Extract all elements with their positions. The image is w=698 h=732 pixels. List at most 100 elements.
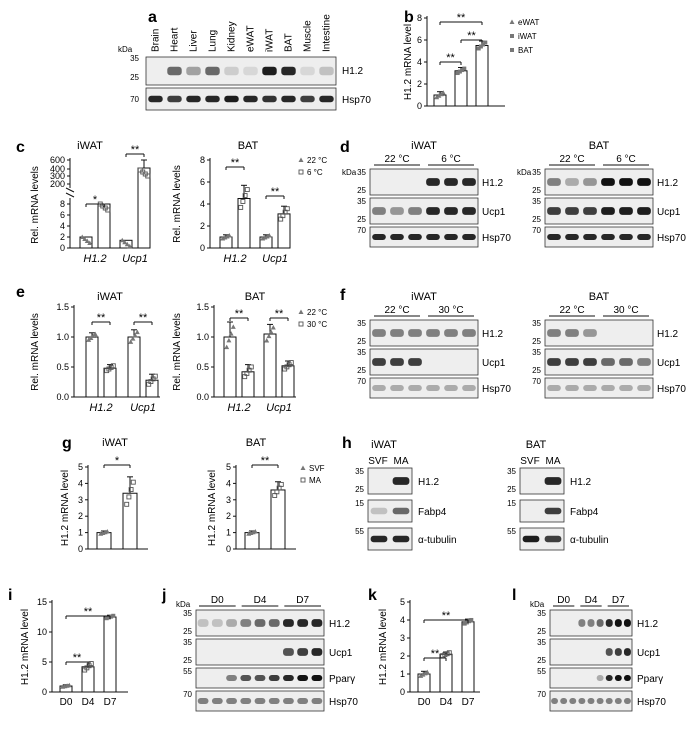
band — [565, 178, 579, 186]
y-axis-label: Rel. mRNA levels — [172, 313, 183, 391]
y-tick-label: 8 — [200, 155, 205, 165]
marker: 25 — [183, 656, 192, 665]
band — [605, 619, 613, 627]
sig-mark: ** — [139, 312, 148, 324]
data-point — [106, 615, 111, 620]
sig-mark: ** — [84, 606, 93, 618]
panel-label-g: g — [62, 435, 72, 452]
data-point — [134, 329, 140, 335]
band — [565, 358, 579, 366]
legend-marker — [509, 19, 515, 24]
data-point — [483, 40, 488, 45]
panel-label-a: a — [148, 9, 157, 26]
blot-name: H1.2 — [657, 329, 679, 340]
blot-title: iWAT — [411, 140, 437, 152]
marker: 25 — [357, 337, 366, 346]
band — [614, 698, 622, 704]
band — [197, 619, 209, 627]
band — [211, 698, 223, 704]
band — [578, 619, 586, 627]
y-axis-label: H1.2 mRNA level — [403, 24, 414, 100]
blot-name: H1.2 — [637, 619, 659, 630]
marker: 35 — [357, 348, 366, 357]
band — [283, 648, 294, 656]
band — [601, 358, 615, 366]
blot-name: Ucp1 — [329, 648, 353, 659]
blot-h-iwat-2 — [367, 527, 413, 551]
marker: 55 — [183, 667, 192, 676]
tissue-label: Intestine — [322, 14, 333, 52]
sig-mark: ** — [442, 610, 451, 622]
band — [408, 207, 422, 215]
chart-title: BAT — [238, 140, 259, 152]
y-tick-label: 0 — [78, 544, 83, 554]
band — [583, 385, 597, 391]
data-point — [424, 669, 430, 675]
marker: 25 — [355, 485, 364, 494]
band — [148, 95, 163, 103]
blot-d-iwat-1 — [369, 197, 479, 225]
marker: 25 — [357, 215, 366, 224]
data-point — [469, 617, 474, 622]
condition-label: 22 °C — [384, 154, 409, 165]
bar-3 — [145, 379, 159, 398]
category-label: D4 — [82, 697, 95, 708]
band — [426, 234, 440, 240]
band — [462, 234, 476, 240]
band — [211, 619, 223, 627]
y-tick-label: 0 — [226, 544, 231, 554]
blot-hsp70 — [145, 87, 337, 111]
band — [390, 358, 404, 366]
legend-label: 22 °C — [307, 308, 327, 317]
category-label: D4 — [440, 697, 453, 708]
blot-l-2 — [549, 667, 633, 689]
sig-mark: ** — [73, 652, 82, 664]
condition-label: 22 °C — [384, 305, 409, 316]
marker: 55 — [355, 527, 364, 536]
y-tick-label: 4 — [417, 57, 422, 67]
band — [569, 698, 577, 704]
y-tick-label: 0 — [200, 243, 205, 253]
bar-3 — [277, 213, 291, 249]
y-tick-label: 4 — [78, 478, 83, 488]
panel-label-j: j — [161, 587, 166, 604]
data-point — [119, 237, 125, 243]
y-tick-label: 4 — [226, 478, 231, 488]
blot-name: Ucp1 — [482, 207, 506, 218]
band — [544, 535, 562, 543]
tissue-label: Heart — [170, 27, 181, 52]
data-point — [284, 206, 290, 212]
band — [605, 648, 613, 656]
data-point — [109, 614, 114, 619]
band — [186, 95, 201, 103]
band — [408, 329, 422, 337]
band — [300, 95, 315, 103]
band — [243, 66, 258, 76]
legend-label: 30 °C — [307, 320, 327, 329]
marker: 35 — [357, 197, 366, 206]
blot-name: Pparγ — [637, 674, 663, 685]
band — [583, 358, 597, 366]
data-point — [152, 373, 158, 379]
data-point — [240, 199, 246, 204]
band — [283, 698, 294, 704]
day-label: D4 — [585, 595, 598, 606]
day-label: D0 — [557, 595, 570, 606]
band — [281, 95, 296, 103]
data-point — [422, 670, 428, 676]
data-point — [244, 187, 250, 193]
bar-2 — [103, 616, 117, 693]
band — [623, 619, 631, 627]
column-label: MA — [394, 456, 409, 467]
marker: 25 — [532, 337, 541, 346]
blot-name: H1.2 — [570, 477, 592, 488]
blot-name: Ucp1 — [657, 358, 681, 369]
day-label: D0 — [211, 595, 224, 606]
marker: 25 — [357, 186, 366, 195]
marker: 35 — [183, 609, 192, 618]
marker: 35 — [537, 609, 546, 618]
y-tick-label: 0 — [42, 687, 47, 697]
y-tick-label: 5 — [400, 597, 405, 607]
band — [547, 234, 561, 240]
